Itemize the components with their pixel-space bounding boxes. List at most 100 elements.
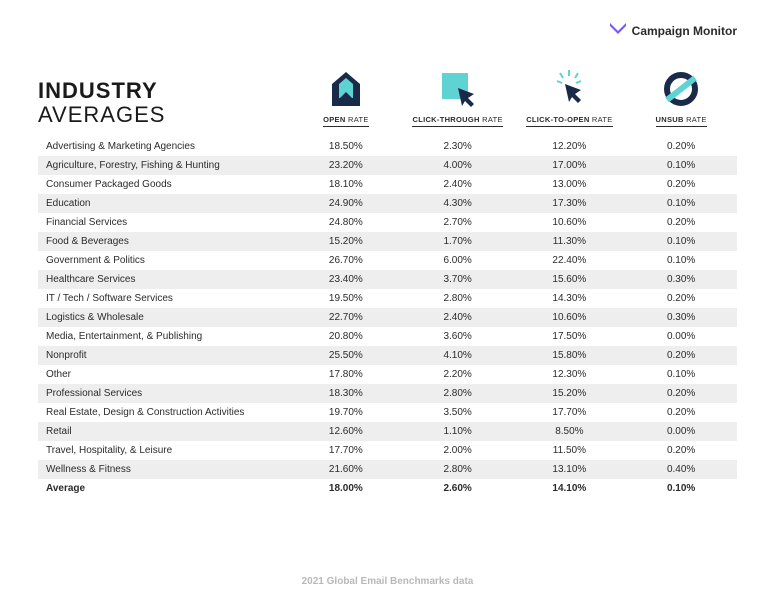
row-values: 15.20%1.70%11.30%0.10% [290, 236, 737, 247]
value-open: 18.10% [290, 179, 402, 190]
value-unsub: 0.20% [625, 388, 737, 399]
row-values: 26.70%6.00%22.40%0.10% [290, 255, 737, 266]
metric-col-open: OPEN RATE [290, 70, 402, 127]
table-row: Education24.90%4.30%17.30%0.10% [38, 194, 737, 213]
value-open: 19.50% [290, 293, 402, 304]
table-row: Real Estate, Design & Construction Activ… [38, 403, 737, 422]
value-unsub: 0.00% [625, 331, 737, 342]
table-row: Food & Beverages15.20%1.70%11.30%0.10% [38, 232, 737, 251]
value-open: 18.00% [290, 483, 402, 494]
row-values: 18.30%2.80%15.20%0.20% [290, 388, 737, 399]
value-cto: 15.80% [514, 350, 626, 361]
value-open: 15.20% [290, 236, 402, 247]
value-unsub: 0.20% [625, 217, 737, 228]
metric-col-unsub: UNSUB RATE [625, 70, 737, 127]
table-row: Professional Services18.30%2.80%15.20%0.… [38, 384, 737, 403]
metric-col-ctr: CLICK-THROUGH RATE [402, 70, 514, 127]
value-ctr: 2.80% [402, 293, 514, 304]
value-ctr: 4.00% [402, 160, 514, 171]
value-open: 17.70% [290, 445, 402, 456]
click-through-rate-icon [438, 70, 478, 108]
value-unsub: 0.10% [625, 369, 737, 380]
value-ctr: 3.60% [402, 331, 514, 342]
value-open: 23.20% [290, 160, 402, 171]
industry-name: Travel, Hospitality, & Leisure [38, 445, 290, 456]
value-open: 18.30% [290, 388, 402, 399]
value-cto: 14.30% [514, 293, 626, 304]
value-unsub: 0.20% [625, 350, 737, 361]
value-ctr: 2.00% [402, 445, 514, 456]
value-ctr: 2.80% [402, 388, 514, 399]
footer-text: 2021 Global Email Benchmarks data [0, 576, 775, 587]
value-unsub: 0.00% [625, 426, 737, 437]
table-row: Nonprofit25.50%4.10%15.80%0.20% [38, 346, 737, 365]
value-open: 12.60% [290, 426, 402, 437]
industry-name: Food & Beverages [38, 236, 290, 247]
row-values: 21.60%2.80%13.10%0.40% [290, 464, 737, 475]
row-values: 25.50%4.10%15.80%0.20% [290, 350, 737, 361]
table-row: IT / Tech / Software Services19.50%2.80%… [38, 289, 737, 308]
value-cto: 15.60% [514, 274, 626, 285]
metric-col-cto: CLICK-TO-OPEN RATE [514, 70, 626, 127]
title-line2: AVERAGES [38, 103, 290, 127]
value-open: 23.40% [290, 274, 402, 285]
value-open: 21.60% [290, 464, 402, 475]
unsub-rate-icon [661, 70, 701, 108]
value-open: 22.70% [290, 312, 402, 323]
row-values: 24.80%2.70%10.60%0.20% [290, 217, 737, 228]
value-unsub: 0.10% [625, 160, 737, 171]
metric-label-unsub: UNSUB RATE [656, 115, 707, 127]
open-rate-icon [326, 70, 366, 108]
value-cto: 10.60% [514, 217, 626, 228]
value-ctr: 1.70% [402, 236, 514, 247]
value-open: 18.50% [290, 141, 402, 152]
value-cto: 12.20% [514, 141, 626, 152]
value-unsub: 0.10% [625, 198, 737, 209]
value-cto: 13.00% [514, 179, 626, 190]
industry-name: Agriculture, Forestry, Fishing & Hunting [38, 160, 290, 171]
value-cto: 17.00% [514, 160, 626, 171]
row-values: 12.60%1.10%8.50%0.00% [290, 426, 737, 437]
metric-label-cto: CLICK-TO-OPEN RATE [526, 115, 612, 127]
value-cto: 8.50% [514, 426, 626, 437]
value-ctr: 4.30% [402, 198, 514, 209]
industry-name: Nonprofit [38, 350, 290, 361]
value-cto: 11.50% [514, 445, 626, 456]
value-ctr: 4.10% [402, 350, 514, 361]
metric-label-open: OPEN RATE [323, 115, 369, 127]
table-row: Wellness & Fitness21.60%2.80%13.10%0.40% [38, 460, 737, 479]
row-values: 17.70%2.00%11.50%0.20% [290, 445, 737, 456]
value-cto: 17.50% [514, 331, 626, 342]
value-unsub: 0.20% [625, 445, 737, 456]
value-ctr: 2.40% [402, 179, 514, 190]
industry-name: Education [38, 198, 290, 209]
industry-name: Financial Services [38, 217, 290, 228]
row-values: 20.80%3.60%17.50%0.00% [290, 331, 737, 342]
industry-name: Wellness & Fitness [38, 464, 290, 475]
value-unsub: 0.20% [625, 407, 737, 418]
table-row: Financial Services24.80%2.70%10.60%0.20% [38, 213, 737, 232]
row-values: 24.90%4.30%17.30%0.10% [290, 198, 737, 209]
industry-name: Professional Services [38, 388, 290, 399]
industry-name: Healthcare Services [38, 274, 290, 285]
table-row: Consumer Packaged Goods18.10%2.40%13.00%… [38, 175, 737, 194]
table-row: Other17.80%2.20%12.30%0.10% [38, 365, 737, 384]
value-unsub: 0.20% [625, 179, 737, 190]
value-cto: 11.30% [514, 236, 626, 247]
metric-label-ctr: CLICK-THROUGH RATE [412, 115, 502, 127]
average-row: Average18.00%2.60%14.10%0.10% [38, 479, 737, 498]
industry-name: Advertising & Marketing Agencies [38, 141, 290, 152]
table-row: Retail12.60%1.10%8.50%0.00% [38, 422, 737, 441]
metric-headers: OPEN RATE CLICK-THROUGH RATE [290, 70, 737, 127]
value-open: 25.50% [290, 350, 402, 361]
main-content: INDUSTRY AVERAGES OPEN RATE [0, 0, 775, 498]
value-ctr: 2.40% [402, 312, 514, 323]
value-ctr: 2.60% [402, 483, 514, 494]
value-cto: 17.70% [514, 407, 626, 418]
value-unsub: 0.20% [625, 293, 737, 304]
industry-name: Consumer Packaged Goods [38, 179, 290, 190]
title-block: INDUSTRY AVERAGES [38, 79, 290, 127]
value-ctr: 2.20% [402, 369, 514, 380]
industry-name: Logistics & Wholesale [38, 312, 290, 323]
value-ctr: 2.70% [402, 217, 514, 228]
